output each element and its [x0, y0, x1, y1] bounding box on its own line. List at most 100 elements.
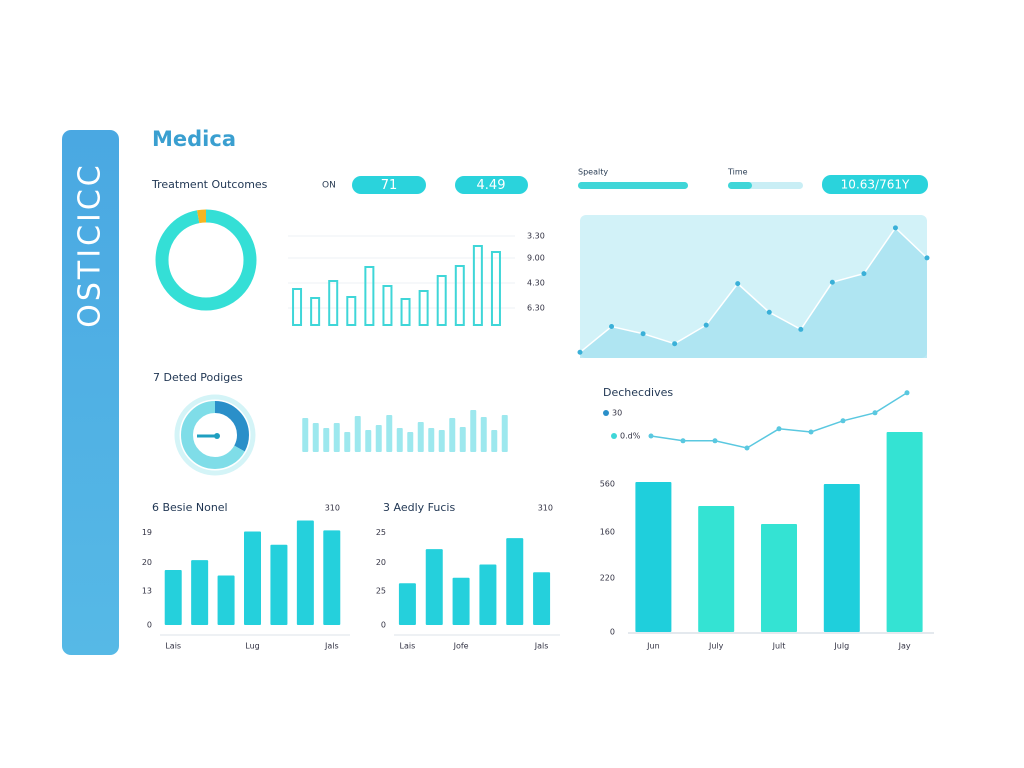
bar [396, 428, 403, 452]
legend-label: 30 [612, 409, 622, 418]
bar [491, 430, 498, 452]
y-tick-label: 6.30 [527, 304, 545, 313]
bar [312, 423, 319, 452]
point [904, 390, 910, 396]
y-tick-label: 4.30 [527, 279, 545, 288]
point [798, 326, 804, 332]
bar [398, 583, 416, 625]
bar [452, 577, 470, 625]
bar [417, 422, 424, 452]
summary-pill [822, 175, 928, 194]
bar [533, 572, 551, 625]
chart-title: Treatment Outcomes [151, 178, 268, 191]
bar [698, 506, 735, 632]
point [776, 426, 782, 432]
ring-slice [181, 401, 249, 469]
chart-title: 3 Aedly Fucis [383, 501, 455, 514]
point [712, 438, 718, 444]
y-tick-label: 0 [610, 628, 615, 637]
bar [344, 432, 351, 452]
chart-title: 7 Deted Podiges [153, 371, 243, 384]
bar [454, 265, 465, 326]
kpi-value: 71 [381, 178, 398, 193]
app-title: Medica [152, 127, 236, 151]
bar [418, 290, 429, 326]
point [640, 331, 646, 337]
y-tick-label: 19 [142, 528, 152, 537]
point [680, 438, 686, 444]
line [650, 392, 908, 449]
y-tick-label: 20 [376, 558, 386, 567]
point [808, 429, 814, 435]
bar [364, 266, 375, 326]
kpi-pill [352, 176, 426, 194]
bar [323, 428, 330, 452]
point [766, 309, 772, 315]
legend-swatch [611, 433, 617, 439]
y-tick-label: 25 [376, 586, 386, 595]
bar [438, 430, 445, 452]
bar [346, 296, 357, 326]
point [924, 255, 930, 261]
bar [635, 482, 672, 632]
y-tick-label: 13 [142, 586, 152, 595]
point [892, 225, 898, 231]
bar [354, 416, 361, 452]
x-tick-label: Jult [772, 642, 786, 651]
bar [400, 298, 411, 326]
bar [328, 280, 339, 326]
bar [823, 484, 860, 632]
bar [310, 297, 321, 326]
y-tick-label: 220 [600, 574, 615, 583]
kpi-label: ON [322, 181, 336, 191]
ring-slice [155, 209, 257, 311]
bar [375, 425, 382, 452]
y-tick-label: 160 [600, 528, 615, 537]
bar [449, 418, 456, 452]
sidebar [62, 130, 119, 655]
x-tick-label: Julg [833, 642, 849, 651]
x-tick-label: Jals [324, 642, 339, 651]
y-tick-label: 20 [142, 558, 152, 567]
chart-title: Dechecdives [603, 386, 673, 399]
bar [490, 251, 501, 326]
point [872, 410, 878, 416]
point [735, 281, 741, 287]
x-tick-label: Jofe [453, 642, 469, 651]
bar [506, 538, 524, 625]
bar [244, 531, 261, 625]
point [703, 322, 709, 328]
x-tick-label: Jun [646, 642, 660, 651]
area [580, 227, 927, 358]
progress-fill [578, 182, 688, 189]
kpi-value: 4.49 [477, 178, 506, 193]
progress-fill [728, 182, 752, 189]
legend-label: 0.d% [620, 432, 641, 441]
area-line [579, 226, 928, 353]
bar [365, 430, 372, 452]
bar [270, 544, 288, 625]
bar [479, 564, 497, 625]
bar [386, 415, 393, 452]
y-tick-label: 25 [376, 528, 386, 537]
x-tick-label: July [708, 642, 724, 651]
ring-slice [155, 209, 257, 311]
point [861, 271, 867, 277]
bar [459, 427, 466, 452]
progress-label: Time [727, 168, 748, 177]
legend-swatch [603, 410, 609, 416]
chart-title: 6 Besie Nonel [152, 501, 228, 514]
point [829, 279, 835, 285]
bar [761, 524, 797, 632]
point [648, 433, 654, 439]
chart-note: 310 [325, 504, 340, 513]
bar [323, 530, 341, 625]
point [840, 418, 846, 424]
y-tick-label: 3.30 [527, 232, 545, 241]
bar [436, 275, 447, 326]
bar [480, 417, 487, 452]
bar [191, 560, 209, 625]
bar [217, 575, 235, 625]
